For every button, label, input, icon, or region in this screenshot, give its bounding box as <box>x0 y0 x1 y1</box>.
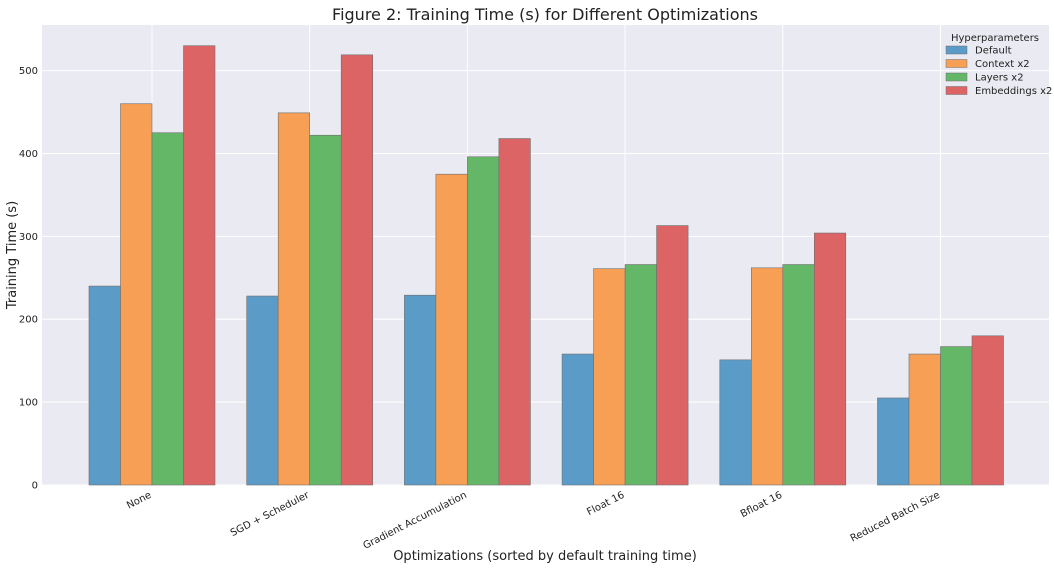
legend-label: Context x2 <box>975 59 1030 70</box>
bar-embeddings-x2-1 <box>340 54 374 486</box>
bar-layers-x2-1 <box>309 134 342 486</box>
bar-embeddings-x2-4 <box>813 232 847 486</box>
legend-label: Embeddings x2 <box>975 86 1052 97</box>
y-axis-label: Training Time (s) <box>5 201 20 310</box>
bar-layers-x2-0 <box>151 132 184 486</box>
legend-title: Hyperparameters <box>951 33 1039 44</box>
bar-context-x2-5 <box>908 353 941 486</box>
legend-swatch <box>945 86 968 95</box>
y-tick-label: 200 <box>19 315 38 326</box>
bar-default-5 <box>877 397 910 486</box>
bar-context-x2-3 <box>593 268 626 486</box>
bar-layers-x2-3 <box>624 264 657 486</box>
legend-label: Default <box>975 46 1012 57</box>
bar-context-x2-4 <box>750 267 784 486</box>
x-axis-label: Optimizations (sorted by default trainin… <box>393 549 697 564</box>
bars <box>88 45 1004 486</box>
y-tick-label: 400 <box>19 149 38 160</box>
legend-swatch <box>945 72 968 82</box>
bar-embeddings-x2-5 <box>971 335 1004 486</box>
bar-embeddings-x2-3 <box>656 225 689 486</box>
y-axis-ticks: 0 100 200 300 400 500 <box>19 66 38 491</box>
y-tick-label: 500 <box>19 66 38 77</box>
bar-default-3 <box>561 353 594 486</box>
bar-default-2 <box>404 294 437 486</box>
x-tick-label: Reduced Batch Size <box>849 490 942 545</box>
bar-layers-x2-4 <box>782 264 815 486</box>
x-tick-label: SGD + Scheduler <box>229 489 312 539</box>
bar-embeddings-x2-2 <box>498 138 531 486</box>
legend-label: Layers x2 <box>975 73 1024 84</box>
bar-default-1 <box>246 295 279 486</box>
x-tick-label: None <box>125 490 153 512</box>
y-tick-label: 100 <box>19 398 38 409</box>
bar-context-x2-0 <box>120 103 153 486</box>
chart-title: Figure 2: Training Time (s) for Differen… <box>332 5 758 24</box>
x-axis-ticks: None SGD + Scheduler Gradient Accumulation… <box>125 489 942 551</box>
bar-embeddings-x2-0 <box>183 45 216 486</box>
x-tick-label: Float 16 <box>585 490 626 518</box>
y-tick-label: 300 <box>19 232 38 243</box>
legend-swatch <box>945 59 968 68</box>
bar-layers-x2-5 <box>940 346 973 486</box>
bar-default-4 <box>719 359 752 486</box>
bar-default-0 <box>88 285 121 486</box>
bar-context-x2-2 <box>435 173 468 486</box>
x-tick-label: Gradient Accumulation <box>361 490 468 552</box>
x-tick-label: Bfloat 16 <box>739 490 784 520</box>
bar-layers-x2-2 <box>467 156 500 486</box>
legend-swatch <box>945 45 968 55</box>
y-tick-label: 0 <box>32 481 38 492</box>
bar-context-x2-1 <box>277 112 311 486</box>
legend: Hyperparameters Default Context x2 Layers … <box>945 33 1052 97</box>
